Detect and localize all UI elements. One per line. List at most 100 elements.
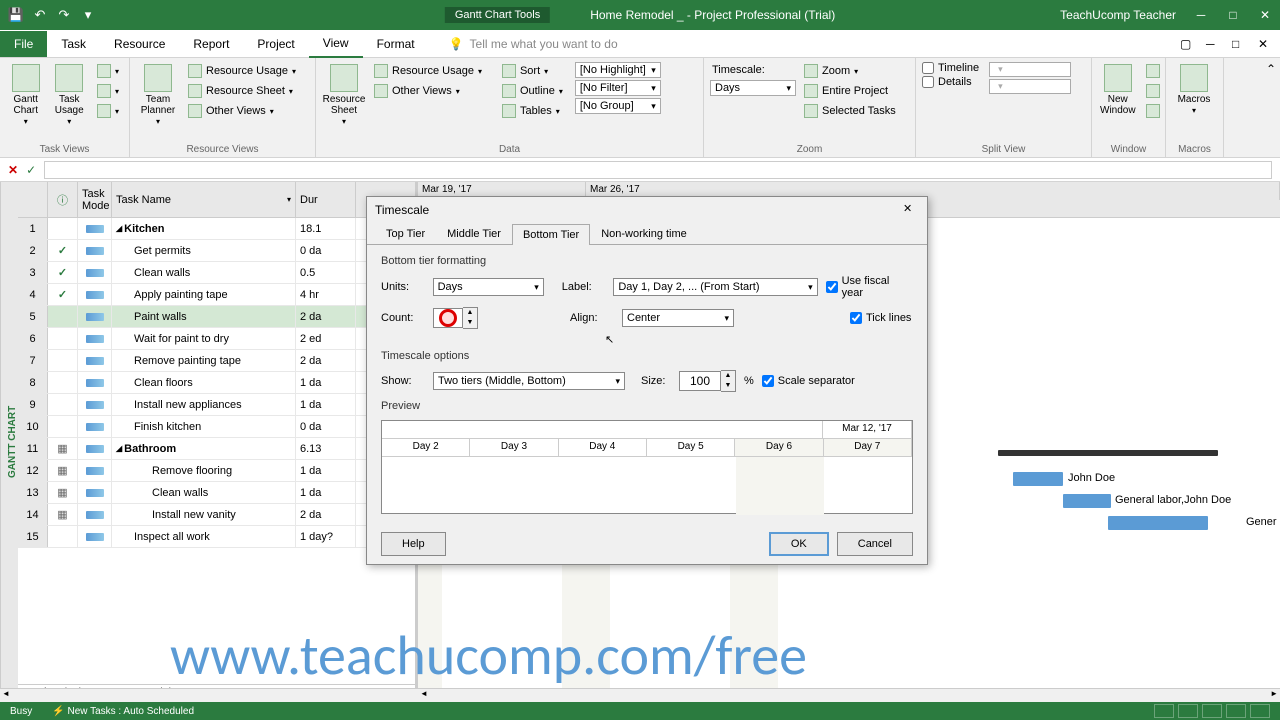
- qat-more-icon[interactable]: ▾: [80, 7, 96, 23]
- duration-cell[interactable]: 0 da: [296, 416, 356, 437]
- table-row[interactable]: 11◢Bathroom6.13: [18, 438, 415, 460]
- row-number[interactable]: 13: [18, 482, 48, 503]
- task-mode-cell[interactable]: [78, 350, 112, 371]
- filter-dropdown[interactable]: [No Filter]: [575, 80, 661, 96]
- user-name[interactable]: TeachUcomp Teacher: [1060, 8, 1176, 22]
- table-row[interactable]: 13Clean walls1 da: [18, 482, 415, 504]
- gantt-bar[interactable]: [1063, 494, 1111, 508]
- duration-cell[interactable]: 2 ed: [296, 328, 356, 349]
- task-name-cell[interactable]: Install new vanity: [112, 504, 296, 525]
- task-name-cell[interactable]: Clean walls: [112, 482, 296, 503]
- table-row[interactable]: 2Get permits0 da: [18, 240, 415, 262]
- selected-tasks-button[interactable]: Selected Tasks: [800, 102, 900, 120]
- col-task-mode[interactable]: Task Mode: [78, 182, 112, 217]
- new-window-button[interactable]: New Window: [1098, 62, 1138, 118]
- count-up-icon[interactable]: ▲: [463, 308, 477, 318]
- entry-input[interactable]: [44, 161, 1272, 179]
- row-number[interactable]: 14: [18, 504, 48, 525]
- tab-file[interactable]: File: [0, 31, 47, 57]
- tab-top-tier[interactable]: Top Tier: [375, 223, 436, 244]
- task-name-cell[interactable]: ◢Bathroom: [112, 438, 296, 459]
- duration-cell[interactable]: 1 day?: [296, 526, 356, 547]
- count-down-icon[interactable]: ▼: [463, 318, 477, 328]
- task-name-cell[interactable]: Paint walls: [112, 306, 296, 327]
- task-mode-cell[interactable]: [78, 306, 112, 327]
- task-mode-cell[interactable]: [78, 394, 112, 415]
- duration-cell[interactable]: 2 da: [296, 504, 356, 525]
- cancel-entry-icon[interactable]: ✕: [8, 163, 18, 177]
- table-row[interactable]: 8Clean floors1 da: [18, 372, 415, 394]
- help-close-icon[interactable]: ✕: [1258, 37, 1272, 51]
- row-number[interactable]: 10: [18, 416, 48, 437]
- calendar-button[interactable]: ▾: [93, 82, 123, 100]
- row-number[interactable]: 12: [18, 460, 48, 481]
- task-name-cell[interactable]: Remove painting tape: [112, 350, 296, 371]
- team-planner-button[interactable]: Team Planner▾: [136, 62, 180, 129]
- help-maximize-icon[interactable]: □: [1232, 37, 1246, 51]
- scale-separator-checkbox[interactable]: Scale separator: [762, 375, 855, 387]
- duration-cell[interactable]: 2 da: [296, 306, 356, 327]
- highlight-dropdown[interactable]: [No Highlight]: [575, 62, 661, 78]
- label-dropdown[interactable]: Day 1, Day 2, ... (From Start): [613, 278, 817, 296]
- task-mode-cell[interactable]: [78, 460, 112, 481]
- task-mode-cell[interactable]: [78, 284, 112, 305]
- table-row[interactable]: 6Wait for paint to dry2 ed: [18, 328, 415, 350]
- help-button[interactable]: Help: [381, 532, 446, 556]
- outline-button[interactable]: Outline ▾: [498, 82, 567, 100]
- tick-lines-checkbox[interactable]: Tick lines: [850, 312, 911, 324]
- select-all-corner[interactable]: [18, 182, 48, 217]
- gantt-bar[interactable]: [1108, 516, 1208, 530]
- row-number[interactable]: 6: [18, 328, 48, 349]
- tables-button[interactable]: Tables ▾: [498, 102, 567, 120]
- table-row[interactable]: 9Install new appliances1 da: [18, 394, 415, 416]
- duration-cell[interactable]: 18.1: [296, 218, 356, 239]
- undo-icon[interactable]: ↶: [32, 7, 48, 23]
- gantt-chart-button[interactable]: Gantt Chart▾: [6, 62, 45, 129]
- task-mode-cell[interactable]: [78, 438, 112, 459]
- resource-sheet-big-button[interactable]: Resource Sheet▾: [322, 62, 366, 129]
- task-mode-cell[interactable]: [78, 482, 112, 503]
- tab-bottom-tier[interactable]: Bottom Tier: [512, 224, 590, 245]
- resource-usage-button[interactable]: Resource Usage ▾: [184, 62, 300, 80]
- tab-view[interactable]: View: [309, 30, 363, 58]
- duration-cell[interactable]: 1 da: [296, 372, 356, 393]
- table-row[interactable]: 5Paint walls2 da: [18, 306, 415, 328]
- accept-entry-icon[interactable]: ✓: [26, 163, 36, 177]
- sort-button[interactable]: Sort ▾: [498, 62, 567, 80]
- view-side-tab[interactable]: GANTT CHART: [0, 182, 18, 702]
- row-number[interactable]: 1: [18, 218, 48, 239]
- redo-icon[interactable]: ↷: [56, 7, 72, 23]
- task-mode-cell[interactable]: [78, 416, 112, 437]
- table-row[interactable]: 14 Install new vanity2 da: [18, 504, 415, 526]
- switch-windows-button[interactable]: [1142, 62, 1164, 80]
- row-number[interactable]: 11: [18, 438, 48, 459]
- task-name-cell[interactable]: Inspect all work: [112, 526, 296, 547]
- view-report-icon[interactable]: [1250, 704, 1270, 718]
- details-checkbox[interactable]: Details: [922, 76, 979, 88]
- task-name-cell[interactable]: Finish kitchen: [112, 416, 296, 437]
- duration-cell[interactable]: 2 da: [296, 350, 356, 371]
- timeline-dropdown[interactable]: [989, 62, 1071, 77]
- ribbon-options-icon[interactable]: ▢: [1180, 37, 1194, 51]
- task-mode-cell[interactable]: [78, 328, 112, 349]
- task-mode-cell[interactable]: [78, 240, 112, 261]
- resource-usage-2-button[interactable]: Resource Usage ▾: [370, 62, 486, 80]
- task-name-cell[interactable]: Clean walls: [112, 262, 296, 283]
- table-row[interactable]: 12Remove flooring1 da: [18, 460, 415, 482]
- task-name-cell[interactable]: Apply painting tape: [112, 284, 296, 305]
- help-minimize-icon[interactable]: ─: [1206, 37, 1220, 51]
- table-row[interactable]: 3Clean walls0.5: [18, 262, 415, 284]
- minimize-icon[interactable]: ─: [1194, 8, 1208, 22]
- table-row[interactable]: 10 Finish kitchen0 da: [18, 416, 415, 438]
- row-number[interactable]: 4: [18, 284, 48, 305]
- col-duration[interactable]: Dur: [296, 182, 356, 217]
- close-icon[interactable]: ✕: [1258, 8, 1272, 22]
- view-task-usage-icon[interactable]: [1178, 704, 1198, 718]
- tab-format[interactable]: Format: [363, 31, 429, 57]
- group-dropdown[interactable]: [No Group]: [575, 98, 661, 114]
- grid-hscroll[interactable]: [18, 688, 418, 702]
- collapse-ribbon-icon[interactable]: ⌃: [1262, 58, 1280, 157]
- resource-sheet-button[interactable]: Resource Sheet ▾: [184, 82, 300, 100]
- duration-cell[interactable]: 1 da: [296, 460, 356, 481]
- task-name-cell[interactable]: Install new appliances: [112, 394, 296, 415]
